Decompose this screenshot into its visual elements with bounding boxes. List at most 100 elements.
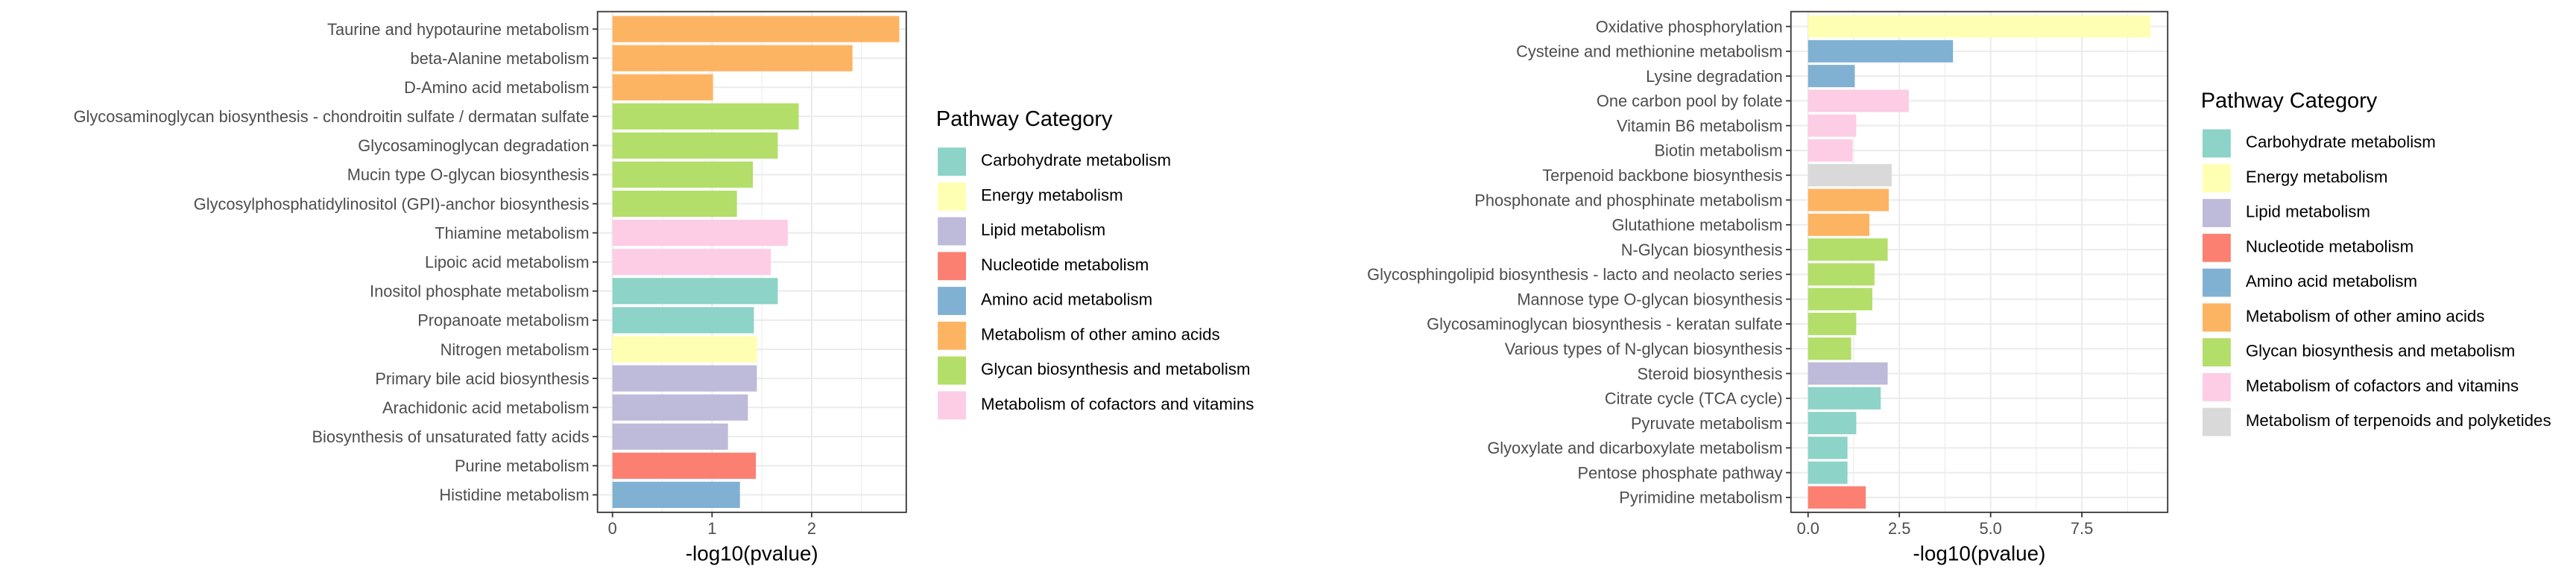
legend-label: Carbohydrate metabolism: [981, 152, 1172, 171]
bar: [1808, 461, 1848, 484]
legend-label: Carbohydrate metabolism: [2245, 134, 2436, 153]
legend-swatch: [2202, 164, 2231, 193]
legend-title: Pathway Category: [2200, 87, 2378, 113]
panel-border: [1790, 10, 2169, 513]
x-tick-label: 2.5: [1888, 519, 1910, 538]
legend-item: Metabolism of other amino acids: [2201, 300, 2551, 335]
bar: [1808, 486, 1866, 509]
legend-item: Metabolism of cofactors and vitamins: [936, 388, 1254, 423]
category-label: Purine metabolism: [455, 457, 590, 475]
bar: [612, 452, 757, 479]
x-axis-title: -log10(pvalue): [1913, 541, 2045, 565]
legend-label: Metabolism of cofactors and vitamins: [2245, 378, 2519, 397]
bar: [1808, 238, 1888, 261]
legend-label: Energy metabolism: [981, 187, 1123, 206]
legend-swatch: [2202, 303, 2231, 332]
category-label: Oxidative phosphorylation: [1596, 17, 1783, 36]
bar: [612, 249, 771, 276]
legend-label: Glycan biosynthesis and metabolism: [981, 361, 1251, 380]
legend-item: Carbohydrate metabolism: [936, 144, 1254, 179]
category-label: Arachidonic acid metabolism: [382, 398, 589, 417]
category-label: Inositol phosphate metabolism: [370, 282, 589, 301]
x-axis-title: -log10(pvalue): [686, 541, 818, 565]
legend-label: Lipid metabolism: [2245, 203, 2370, 223]
bar: [612, 278, 778, 305]
legend-swatch: [938, 147, 966, 176]
legend-swatch: [2202, 372, 2231, 401]
bar: [1808, 188, 1889, 212]
category-label: Glycosaminoglycan biosynthesis - keratan…: [1427, 315, 1782, 334]
legend-swatch: [938, 217, 966, 246]
legend-swatch: [938, 252, 966, 281]
category-label: One carbon pool by folate: [1597, 92, 1783, 110]
bar: [612, 45, 853, 72]
legend-item: Glycan biosynthesis and metabolism: [2201, 335, 2551, 370]
legend-item: Amino acid metabolism: [936, 284, 1254, 319]
bar: [1808, 15, 2151, 38]
bar: [1808, 139, 1853, 162]
legend-item: Metabolism of terpenoids and polyketides: [2201, 404, 2551, 439]
legend-swatch: [2202, 268, 2231, 297]
category-label: Lipoic acid metabolism: [425, 253, 590, 272]
legend-label: Nucleotide metabolism: [2245, 238, 2414, 258]
x-tick-label: 1: [707, 519, 716, 538]
bar: [1808, 89, 1909, 112]
category-label: Glyoxylate and dicarboxylate metabolism: [1487, 439, 1782, 457]
category-label: Lysine degradation: [1646, 67, 1782, 86]
bar: [612, 423, 728, 450]
category-label: Nitrogen metabolism: [441, 340, 590, 359]
legend-swatch: [2202, 407, 2231, 436]
legend-label: Amino acid metabolism: [981, 291, 1153, 311]
legend-title: Pathway Category: [935, 106, 1113, 131]
legend-item: Lipid metabolism: [936, 214, 1254, 249]
category-label: Terpenoid backbone biosynthesis: [1542, 166, 1782, 185]
bar: [1808, 337, 1852, 360]
legend-item: Amino acid metabolism: [2201, 265, 2551, 300]
x-tick-label: 7.5: [2071, 519, 2093, 538]
legend-label: Glycan biosynthesis and metabolism: [2245, 343, 2516, 362]
legend-right: Pathway Category Carbohydrate metabolism…: [2201, 88, 2551, 439]
category-label: Glycosylphosphatidylinositol (GPI)-ancho…: [194, 194, 590, 213]
bar: [1808, 263, 1875, 286]
legend-label: Amino acid metabolism: [2245, 273, 2418, 292]
bar: [612, 481, 740, 509]
category-label: Primary bile acid biosynthesis: [375, 369, 589, 388]
category-label: Glycosphingolipid biosynthesis - lacto a…: [1367, 265, 1783, 284]
category-label: N-Glycan biosynthesis: [1621, 241, 1783, 259]
category-label: Pyrimidine metabolism: [1619, 489, 1782, 507]
bar: [612, 74, 713, 101]
category-label: Propanoate metabolism: [417, 311, 589, 330]
legend-label: Nucleotide metabolism: [981, 257, 1149, 276]
category-label: Taurine and hypotaurine metabolism: [327, 20, 589, 39]
category-label: Vitamin B6 metabolism: [1617, 116, 1783, 135]
x-tick-label: 0: [608, 519, 617, 538]
category-label: Thiamine metabolism: [435, 223, 589, 242]
bar: [1808, 65, 1855, 88]
bar: [1808, 114, 1857, 137]
legend-item: Glycan biosynthesis and metabolism: [936, 353, 1254, 388]
legend-swatch: [938, 356, 966, 385]
legend-item: Energy metabolism: [936, 179, 1254, 214]
legend-left: Pathway Category Carbohydrate metabolism…: [936, 106, 1254, 422]
legend-swatch: [938, 287, 966, 315]
legend-label: Metabolism of other amino acids: [981, 326, 1220, 346]
legend-item: Metabolism of cofactors and vitamins: [2201, 369, 2551, 404]
category-label: Histidine metabolism: [439, 486, 589, 504]
x-tick-label: 5.0: [1979, 519, 2001, 538]
bar: [612, 307, 754, 334]
category-label: Biotin metabolism: [1655, 142, 1783, 160]
bar: [1808, 39, 1954, 63]
category-label: Mannose type O-glycan biosynthesis: [1517, 290, 1782, 308]
legend-label: Metabolism of cofactors and vitamins: [981, 396, 1254, 415]
bar: [612, 190, 737, 217]
category-label: Citrate cycle (TCA cycle): [1605, 390, 1783, 408]
legend-item: Nucleotide metabolism: [2201, 230, 2551, 265]
legend-label: Lipid metabolism: [981, 222, 1106, 241]
category-label: Various types of N-glycan biosynthesis: [1505, 340, 1783, 358]
bar: [1808, 436, 1848, 460]
legend-swatch: [938, 391, 966, 420]
legend-label: Metabolism of terpenoids and polyketides: [2245, 413, 2551, 431]
category-label: Glycosaminoglycan biosynthesis - chondro…: [74, 107, 590, 126]
